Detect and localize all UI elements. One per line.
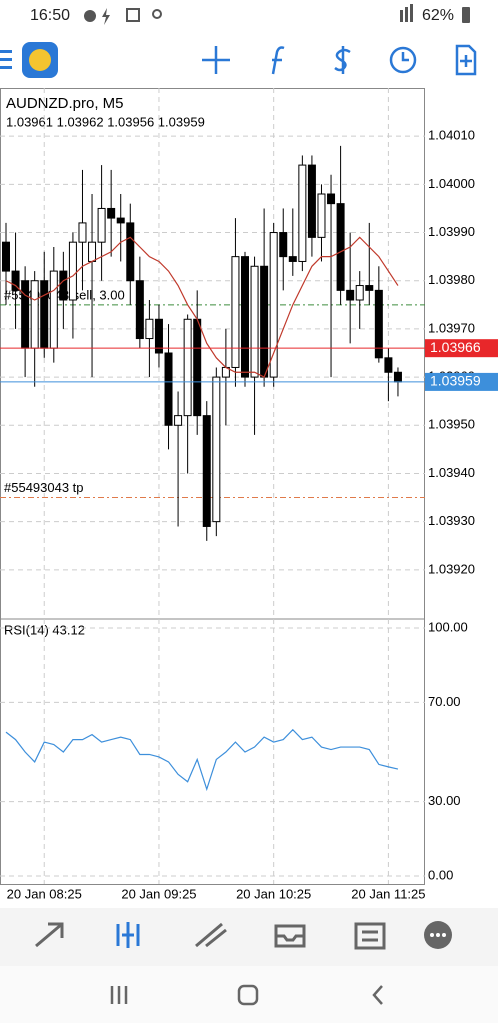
candle-body [298, 164, 307, 262]
chart-title: AUDNZD.pro, M5 [6, 95, 124, 112]
x-tick-label: 20 Jan 11:25 [351, 886, 425, 901]
candle-body [193, 318, 202, 417]
candle-body [260, 265, 269, 378]
y-tick-label: 1.03980 [428, 272, 475, 287]
messages-tab[interactable] [424, 921, 452, 949]
candle-body [59, 270, 68, 301]
clock: 16:50 [30, 7, 70, 24]
indicators-button[interactable] [271, 46, 285, 75]
candle-body [183, 318, 192, 417]
y-tick-label: 1.03940 [428, 465, 475, 480]
candle-body [68, 241, 77, 301]
y-tick-label: 1.03950 [428, 417, 475, 432]
chart-tab[interactable] [116, 922, 140, 948]
trade-tab[interactable] [195, 922, 227, 948]
candle-body [174, 415, 183, 426]
candle-body [145, 318, 154, 340]
candle-body [212, 376, 221, 523]
candle-body [288, 256, 297, 262]
candle-body [250, 265, 259, 378]
candle-body [346, 289, 355, 301]
rsi-tick-label: 30.00 [428, 793, 461, 808]
rsi-tick-label: 100.00 [428, 619, 468, 634]
candle-body [365, 285, 374, 291]
back-button[interactable] [372, 985, 383, 1005]
timeframe-button[interactable] [389, 46, 417, 74]
candle-body [279, 232, 288, 258]
new-order-button[interactable] [455, 44, 477, 76]
y-tick-label: 1.04010 [428, 128, 475, 143]
quotes-tab[interactable] [35, 922, 64, 948]
home-button[interactable] [237, 984, 259, 1006]
candle-body [30, 280, 39, 349]
rsi-tick-label: 0.00 [428, 867, 453, 882]
crosshair-button[interactable] [202, 46, 230, 74]
price-tag-label: 1.03959 [430, 373, 481, 389]
candle-body [164, 352, 173, 426]
history-tab[interactable] [274, 924, 306, 948]
app-logo-mark [29, 49, 51, 71]
candle-body [78, 222, 87, 243]
x-tick-label: 20 Jan 09:25 [121, 886, 196, 901]
candle-body [97, 207, 106, 243]
candle-body [11, 270, 20, 291]
candle-body [107, 207, 116, 219]
price-tag-label: 1.03966 [430, 339, 481, 355]
bottom-nav [0, 908, 498, 966]
news-tab[interactable] [354, 922, 386, 950]
candle-body [317, 193, 326, 238]
moving-average [5, 236, 399, 378]
candle-body [307, 164, 316, 238]
candle-body [241, 256, 249, 378]
status-icons [84, 4, 470, 25]
price-tag [425, 339, 498, 358]
order-label: #55493043 tp [4, 480, 84, 495]
candle-body [355, 285, 364, 301]
candle-body [49, 270, 58, 349]
candle-body [393, 371, 402, 383]
candle-body [202, 415, 211, 527]
battery-level: 62% [422, 7, 454, 24]
candle-body [231, 256, 240, 368]
candle-body [327, 193, 336, 205]
rsi-tick-label: 70.00 [428, 694, 461, 709]
candle-body [40, 280, 49, 349]
candle-body [154, 318, 163, 354]
y-tick-label: 1.04000 [428, 176, 475, 191]
candle-body [269, 232, 278, 378]
y-tick-label: 1.03970 [428, 320, 475, 335]
candle-body [2, 241, 10, 272]
symbols-button[interactable] [334, 46, 351, 74]
x-tick-label: 20 Jan 10:25 [236, 886, 311, 901]
candle-body [384, 357, 393, 373]
candle-body [126, 222, 135, 282]
candle-body [374, 289, 383, 359]
recents-button[interactable] [110, 986, 128, 1004]
system-nav [0, 966, 498, 1023]
x-tick-label: 20 Jan 08:25 [7, 886, 82, 901]
candle-body [135, 280, 144, 340]
candle-body [21, 280, 30, 349]
candle-body [88, 241, 97, 262]
y-tick-label: 1.03920 [428, 561, 475, 576]
rsi-line [5, 728, 399, 792]
chart-frame [0, 88, 425, 885]
ohlc-header: 1.03961 1.03962 1.03956 1.03959 [6, 114, 205, 129]
candle-body [116, 217, 125, 224]
y-tick-label: 1.03990 [428, 224, 475, 239]
price-tag [425, 372, 498, 391]
menu-button[interactable] [0, 50, 12, 69]
y-tick-label: 1.03930 [428, 513, 475, 528]
top-area [0, 0, 498, 88]
candle-body [336, 203, 345, 291]
